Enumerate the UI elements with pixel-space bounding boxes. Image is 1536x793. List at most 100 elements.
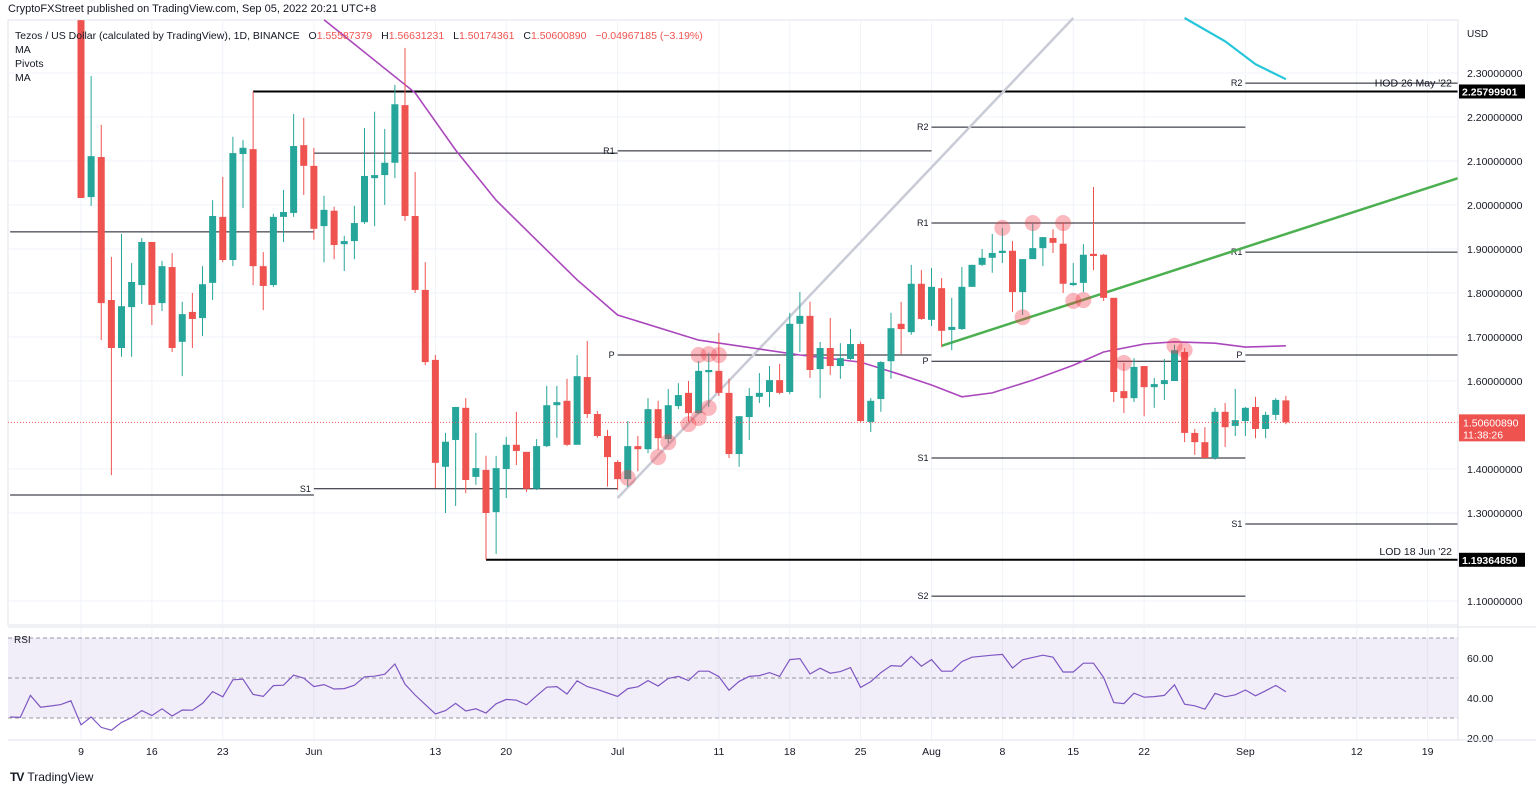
candle-body [674,395,682,407]
candle [320,195,328,263]
candle-body [1090,253,1097,257]
trendlines[interactable] [616,17,1459,499]
candle-body [209,216,217,283]
candle [614,460,622,491]
brand-name: TradingView [27,770,94,784]
candle-body [1160,380,1168,385]
price-axis[interactable]: 2.30000000 2.20000000 2.10000000 2.00000000… [8,20,1525,740]
candle-body [411,216,419,290]
candle [644,398,652,454]
candle-body [502,444,510,469]
candle [1090,186,1097,271]
candle [1181,348,1189,443]
time-tick-label: 12 [1351,746,1363,758]
candle-body [77,20,85,198]
candle [381,128,389,205]
candle [806,301,814,378]
open-key: O [308,30,317,42]
indicator-ma-1[interactable]: MA [15,44,31,56]
touch-marker [1075,292,1092,309]
touch-marker [700,346,717,363]
time-tick-label: 16 [146,746,158,758]
candle-body [310,165,318,229]
key-level-price-tag [1459,84,1525,99]
candle [573,355,581,445]
time-tick-label: 11 [713,746,724,758]
key-level-label: HOD 26 May '22 [1375,77,1452,89]
candle [776,363,784,395]
candle-body [1100,254,1108,298]
green-trendline[interactable] [941,176,1459,347]
candle-body [1252,406,1259,429]
symbol-row[interactable]: Tezos / US Dollar (calculated by Trading… [15,29,703,43]
candle-body [988,252,996,258]
rsi-tick-label: 40.00 [1467,693,1493,705]
candle-body [431,359,439,463]
price-tick-label: 2.30000000 [1467,68,1523,80]
candle [887,312,895,379]
pivot-label: P [922,356,928,366]
candle-body [168,267,176,348]
time-tick-label: Jun [305,746,322,758]
candle [219,176,227,263]
touch-marker [1014,309,1031,326]
close-value: 1.50600890 [530,30,587,42]
indicator-pivots[interactable]: Pivots [15,58,44,70]
touch-marker [690,347,707,364]
candle [361,128,368,224]
time-tick-label: Jul [611,746,624,758]
candle-body [391,104,399,163]
candle [1120,362,1128,414]
candle [421,262,429,366]
gray-trendline[interactable] [616,17,1075,499]
candle-body [1120,391,1128,399]
candle-body [350,223,358,242]
candle [148,241,156,326]
candle-body [320,209,328,227]
candle-body [907,283,915,333]
candle [543,385,551,447]
candle [310,147,318,240]
footer[interactable]: TV TradingView [10,770,93,784]
candle [452,406,460,506]
candle-body [138,241,146,286]
candle [988,234,996,273]
touch-marker [1166,337,1183,354]
candle-body [786,323,794,392]
candle-body [948,326,956,330]
candle-body [1272,399,1280,415]
candle [482,455,490,560]
candle-body [928,286,935,320]
ma-fast-line [1184,17,1287,81]
candle [1241,406,1249,436]
candle-body [1211,411,1219,458]
candle [118,234,125,357]
candle-body [755,392,763,397]
candle-body [715,370,723,393]
candle-body [816,348,824,370]
moving-averages [323,17,1287,398]
symbol-name: Tezos / US Dollar (calculated by Trading… [15,30,300,42]
candle-body [543,405,551,447]
candle [715,333,723,396]
candle [705,352,713,407]
candle [1252,396,1259,439]
time-tick-label: Aug [922,746,941,758]
high-key: H [381,30,389,42]
candle-body [1201,442,1209,458]
candle-body [1130,366,1138,399]
candle-body [897,323,905,330]
candle [553,385,561,438]
candle-body [533,446,541,489]
candle [624,421,632,488]
rsi-pane[interactable]: 60.00 40.00 20.00 [8,637,1493,745]
candle [998,227,1006,264]
candle [502,436,510,499]
time-axis[interactable]: 9 16 23 Jun 13 20 Jul 11 18 25 Aug 8 15 22 Sep 12 19 [8,739,1536,758]
candle [239,139,247,209]
candle [391,84,399,179]
indicator-ma-2[interactable]: MA [15,72,31,84]
close-key: C [523,30,531,42]
candle-body [1059,243,1067,284]
